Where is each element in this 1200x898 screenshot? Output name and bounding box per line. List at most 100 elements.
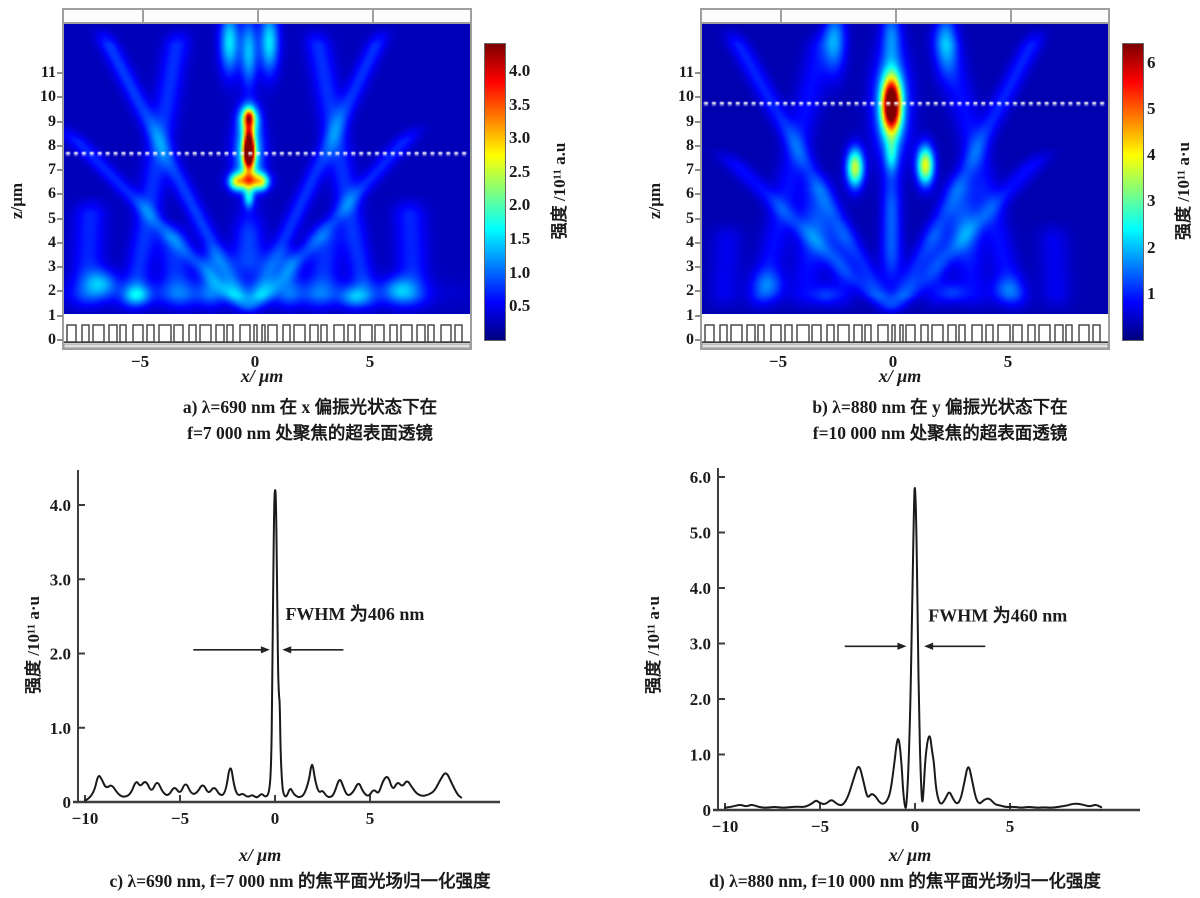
x-tick-label: 0 — [911, 817, 920, 836]
z-tick-mark — [695, 290, 701, 293]
z-tick-label: 1 — [686, 306, 694, 324]
heatmap-b-top-axis — [702, 10, 1108, 24]
colorbar-tick-label: 2 — [1147, 237, 1156, 257]
z-tick-label: 5 — [48, 209, 56, 227]
y-tick-label: 4.0 — [50, 496, 71, 515]
grating-tooth — [226, 324, 234, 343]
colorbar-a — [484, 43, 506, 341]
grating-tooth — [891, 324, 896, 343]
colorbar-b-label: 强度 /10¹¹ a·u — [1174, 141, 1193, 241]
z-tick-label: 7 — [48, 161, 56, 179]
z-tick-label: 9 — [686, 112, 694, 130]
z-axis-label-a: z/μm — [7, 182, 26, 220]
top-axis-tick — [372, 10, 374, 22]
intensity-curve — [84, 489, 463, 802]
grating-tooth — [119, 324, 127, 343]
x-tick-label: 5 — [1006, 817, 1015, 836]
axes: 0 1.0 2.0 3.0 4.0 −10 −5 0 5 — [50, 470, 500, 828]
heatmap-b-canvas — [702, 24, 1108, 314]
caption-d: d) λ=880 nm, f=10 000 nm 的焦平面光场归一化强度 — [709, 871, 1101, 891]
grating-tooth — [267, 324, 278, 343]
z-tick-mark — [57, 290, 63, 293]
caption-c: c) λ=690 nm, f=7 000 nm 的焦平面光场归一化强度 — [109, 871, 491, 891]
grating-tooth — [770, 324, 782, 343]
grating-tooth — [746, 324, 756, 343]
grating-tooth — [347, 324, 356, 343]
fwhm-annotation: FWHM 为406 nm — [193, 603, 424, 654]
grating-tooth — [1092, 324, 1101, 343]
grating-tooth — [1027, 324, 1036, 343]
x-tick-label: 0 — [888, 352, 898, 371]
z-tick-label: 6 — [686, 185, 694, 203]
grating-tooth — [864, 324, 872, 343]
grating-tooth — [188, 324, 197, 343]
y-tick-label: 0 — [703, 801, 712, 820]
fwhm-arrow-right — [897, 642, 907, 650]
z-tick-label: 11 — [40, 64, 56, 82]
grating-tooth — [146, 324, 155, 343]
grating-tooth — [1065, 324, 1073, 343]
z-tick-label: 7 — [686, 161, 694, 179]
z-tick-label: 2 — [686, 282, 694, 300]
z-tick-mark — [57, 144, 63, 147]
z-tick-mark — [695, 169, 701, 172]
z-tick-mark — [57, 193, 63, 196]
z-tick-mark — [695, 339, 701, 341]
y-axis-label-c: 强度 /10¹¹ a·u — [24, 595, 43, 695]
grating-tooth — [985, 324, 994, 343]
caption-a-line2: f=7 000 nm 处聚焦的超表面透镜 — [187, 423, 433, 443]
heatmap-a-canvas — [64, 24, 470, 314]
colorbar-tick-label: 4 — [1147, 145, 1156, 164]
top-axis-tick — [780, 10, 782, 22]
z-tick-mark — [57, 72, 63, 75]
colorbar-tick-label: 3.5 — [509, 94, 531, 114]
z-tick-label: 5 — [686, 209, 694, 227]
grating-tooth — [719, 324, 728, 343]
z-tick-label: 10 — [40, 88, 56, 106]
grating-tooth — [757, 324, 765, 343]
heatmap-a — [62, 8, 472, 350]
colorbar-tick-label: 4.0 — [509, 60, 531, 80]
y-tick-label: 2.0 — [50, 645, 71, 664]
intensity-curve — [724, 487, 1103, 809]
y-tick-label: 3.0 — [50, 570, 71, 589]
y-tick-label: 1.0 — [690, 746, 711, 765]
fwhm-arrow-right — [260, 646, 270, 654]
grating-tooth — [359, 324, 373, 343]
y-tick-label: 5.0 — [690, 524, 711, 543]
x-axis-label-b: x/ μm — [878, 366, 922, 386]
z-tick-mark — [57, 314, 63, 317]
z-tick-mark — [57, 339, 63, 341]
grating-tooth — [920, 324, 929, 343]
z-tick-label: 4 — [48, 233, 56, 251]
z-tick-label: 6 — [48, 185, 56, 203]
grating-tooth — [261, 324, 266, 343]
colorbar-tick-label: 2.5 — [509, 161, 531, 181]
z-tick-mark — [57, 217, 63, 220]
x-tick-label: −5 — [171, 809, 189, 828]
fwhm-label: FWHM 为460 nm — [928, 604, 1067, 625]
colorbar-tick-label: 2.0 — [509, 195, 531, 215]
z-axis-label-b: z/μm — [645, 182, 664, 220]
grating-tooth — [958, 324, 966, 343]
z-tick-mark — [695, 193, 701, 196]
grating-tooth — [199, 324, 212, 343]
top-axis-tick — [142, 10, 144, 22]
grating-tooth — [454, 324, 463, 343]
grating-tooth — [215, 324, 225, 343]
fwhm-arrow-left — [282, 646, 292, 654]
grating-tooth — [826, 324, 835, 343]
grating-tooth — [997, 324, 1011, 343]
grating-tooth — [947, 324, 957, 343]
heatmap-a-grating — [64, 314, 470, 348]
grating-tooth — [427, 324, 435, 343]
grating-tooth — [239, 324, 251, 343]
grating-tooth — [253, 324, 258, 343]
z-tick-mark — [695, 314, 701, 317]
x-axis-label-a: x/ μm — [240, 366, 284, 386]
z-tick-mark — [695, 217, 701, 220]
heatmap-b-grating — [702, 314, 1108, 348]
colorbar-b — [1122, 43, 1144, 341]
grating-tooth — [899, 324, 904, 343]
grating-tooth — [971, 324, 983, 343]
